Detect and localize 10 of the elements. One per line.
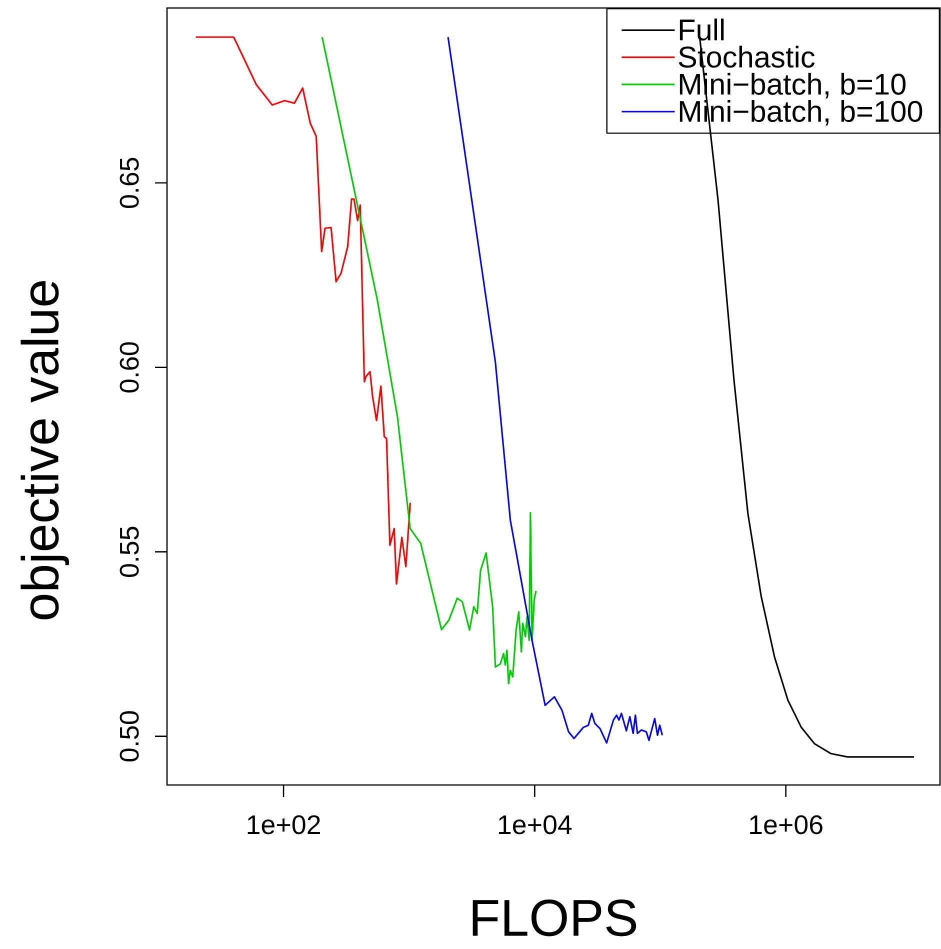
x-tick-label: 1e+06 (750, 815, 822, 834)
x-axis-title: FLOPS (472, 900, 636, 936)
x-tick-label: 1e+02 (248, 815, 320, 834)
y-tick-label: 0.50 (120, 711, 139, 762)
y-axis-title: objective value (20, 281, 70, 620)
y-tick-label: 0.65 (120, 158, 139, 208)
y-tick-label: 0.60 (120, 342, 139, 392)
x-tick-label: 1e+04 (498, 815, 572, 834)
y-tick-label: 0.55 (120, 526, 139, 577)
legend-label: Full (680, 18, 724, 41)
